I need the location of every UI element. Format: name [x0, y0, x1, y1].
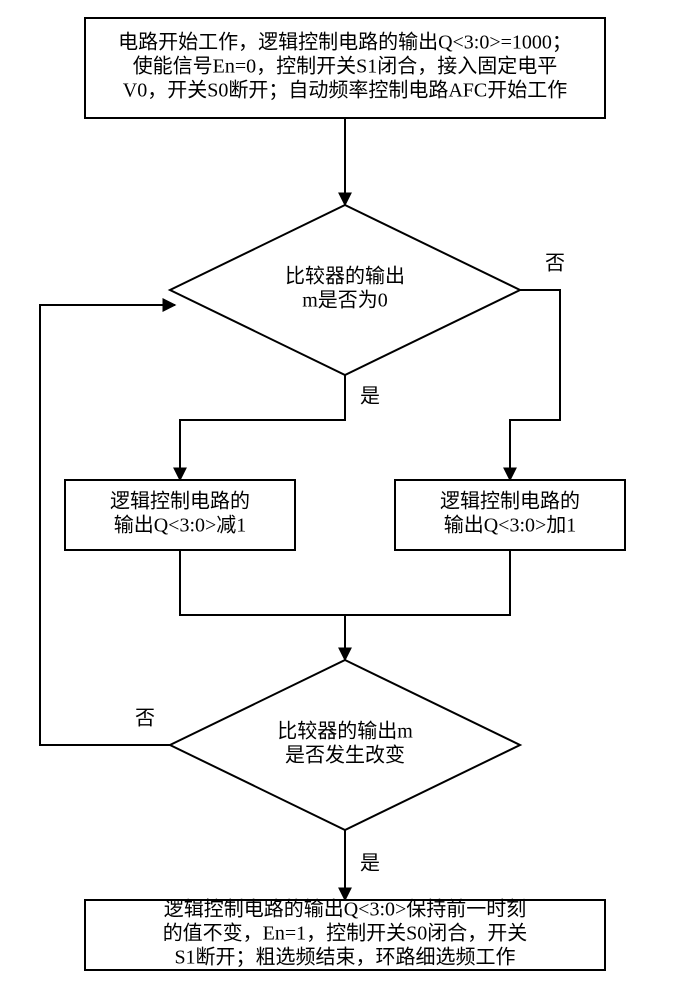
svg-text:是否发生改变: 是否发生改变: [285, 744, 405, 767]
flowchart-canvas: 电路开始工作，逻辑控制电路的输出Q<3:0>=1000；使能信号En=0，控制开…: [0, 0, 674, 1000]
svg-text:逻辑控制电路的: 逻辑控制电路的: [440, 490, 580, 513]
svg-text:m是否为0: m是否为0: [302, 289, 388, 312]
edge-e3: [180, 375, 345, 480]
svg-text:比较器的输出: 比较器的输出: [285, 265, 405, 288]
edge-label-e7: 是: [360, 853, 380, 875]
svg-text:比较器的输出m: 比较器的输出m: [277, 720, 413, 743]
svg-text:使能信号En=0，控制开关S1闭合，接入固定电平: 使能信号En=0，控制开关S1闭合，接入固定电平: [133, 55, 558, 78]
edge-e2: [510, 290, 560, 480]
edge-e4: [180, 550, 345, 660]
svg-text:逻辑控制电路的输出Q<3:0>保持前一时刻: 逻辑控制电路的输出Q<3:0>保持前一时刻: [164, 898, 527, 921]
node-text-start: 电路开始工作，逻辑控制电路的输出Q<3:0>=1000；使能信号En=0，控制开…: [118, 31, 572, 102]
svg-text:V0，开关S0断开；自动频率控制电路AFC开始工作: V0，开关S0断开；自动频率控制电路AFC开始工作: [123, 79, 567, 102]
svg-text:输出Q<3:0>加1: 输出Q<3:0>加1: [444, 514, 577, 537]
edge-e5: [345, 550, 510, 615]
svg-text:输出Q<3:0>减1: 输出Q<3:0>减1: [114, 514, 247, 537]
svg-text:S1断开；粗选频结束，环路细选频工作: S1断开；粗选频结束，环路细选频工作: [174, 946, 515, 969]
svg-text:的值不变，En=1，控制开关S0闭合，开关: 的值不变，En=1，控制开关S0闭合，开关: [163, 922, 528, 945]
svg-text:电路开始工作，逻辑控制电路的输出Q<3:0>=1000；: 电路开始工作，逻辑控制电路的输出Q<3:0>=1000；: [118, 31, 572, 54]
edge-label-e6: 否: [135, 708, 155, 730]
svg-text:逻辑控制电路的: 逻辑控制电路的: [110, 490, 250, 513]
edge-label-e2: 否: [545, 253, 565, 275]
edge-label-e3: 是: [360, 386, 380, 408]
node-text-end: 逻辑控制电路的输出Q<3:0>保持前一时刻的值不变，En=1，控制开关S0闭合，…: [163, 898, 528, 969]
